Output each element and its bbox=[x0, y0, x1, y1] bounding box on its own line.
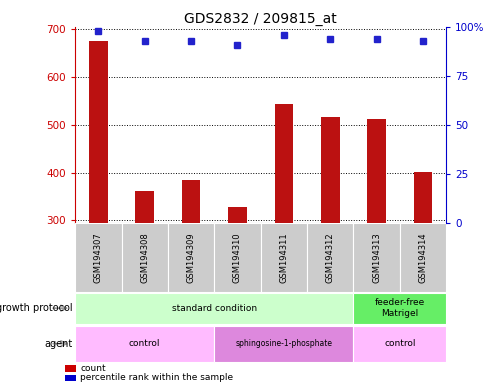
Bar bbox=[167, 223, 214, 292]
Bar bbox=[65, 365, 76, 372]
Text: agent: agent bbox=[45, 339, 73, 349]
Bar bbox=[75, 326, 214, 362]
Text: GSM194309: GSM194309 bbox=[186, 232, 195, 283]
Text: control: control bbox=[383, 339, 415, 348]
Text: count: count bbox=[80, 364, 106, 373]
Bar bbox=[353, 223, 399, 292]
Text: control: control bbox=[129, 339, 160, 348]
Bar bbox=[353, 293, 445, 323]
Text: percentile rank within the sample: percentile rank within the sample bbox=[80, 373, 233, 382]
Text: GSM194307: GSM194307 bbox=[94, 232, 103, 283]
Title: GDS2832 / 209815_at: GDS2832 / 209815_at bbox=[184, 12, 336, 26]
Bar bbox=[75, 293, 353, 323]
Bar bbox=[320, 117, 339, 364]
Text: GSM194311: GSM194311 bbox=[279, 232, 288, 283]
Text: GSM194310: GSM194310 bbox=[232, 232, 242, 283]
Bar bbox=[366, 119, 385, 364]
Bar bbox=[353, 326, 445, 362]
Bar bbox=[260, 223, 306, 292]
Bar bbox=[182, 180, 200, 364]
Bar bbox=[135, 191, 154, 364]
Text: growth protocol: growth protocol bbox=[0, 303, 73, 313]
Text: GSM194308: GSM194308 bbox=[140, 232, 149, 283]
Text: GSM194314: GSM194314 bbox=[418, 232, 426, 283]
Text: standard condition: standard condition bbox=[171, 304, 257, 313]
Text: feeder-free
Matrigel: feeder-free Matrigel bbox=[374, 298, 424, 318]
Text: GSM194312: GSM194312 bbox=[325, 232, 334, 283]
Bar bbox=[274, 104, 292, 364]
Bar bbox=[228, 207, 246, 364]
Bar bbox=[413, 172, 431, 364]
Bar bbox=[121, 223, 167, 292]
Bar bbox=[214, 326, 353, 362]
Bar bbox=[214, 223, 260, 292]
Text: sphingosine-1-phosphate: sphingosine-1-phosphate bbox=[235, 339, 332, 348]
Text: GSM194313: GSM194313 bbox=[371, 232, 380, 283]
Bar bbox=[89, 41, 107, 364]
Bar bbox=[75, 223, 121, 292]
Bar bbox=[65, 374, 76, 381]
Bar bbox=[399, 223, 445, 292]
Bar bbox=[306, 223, 353, 292]
